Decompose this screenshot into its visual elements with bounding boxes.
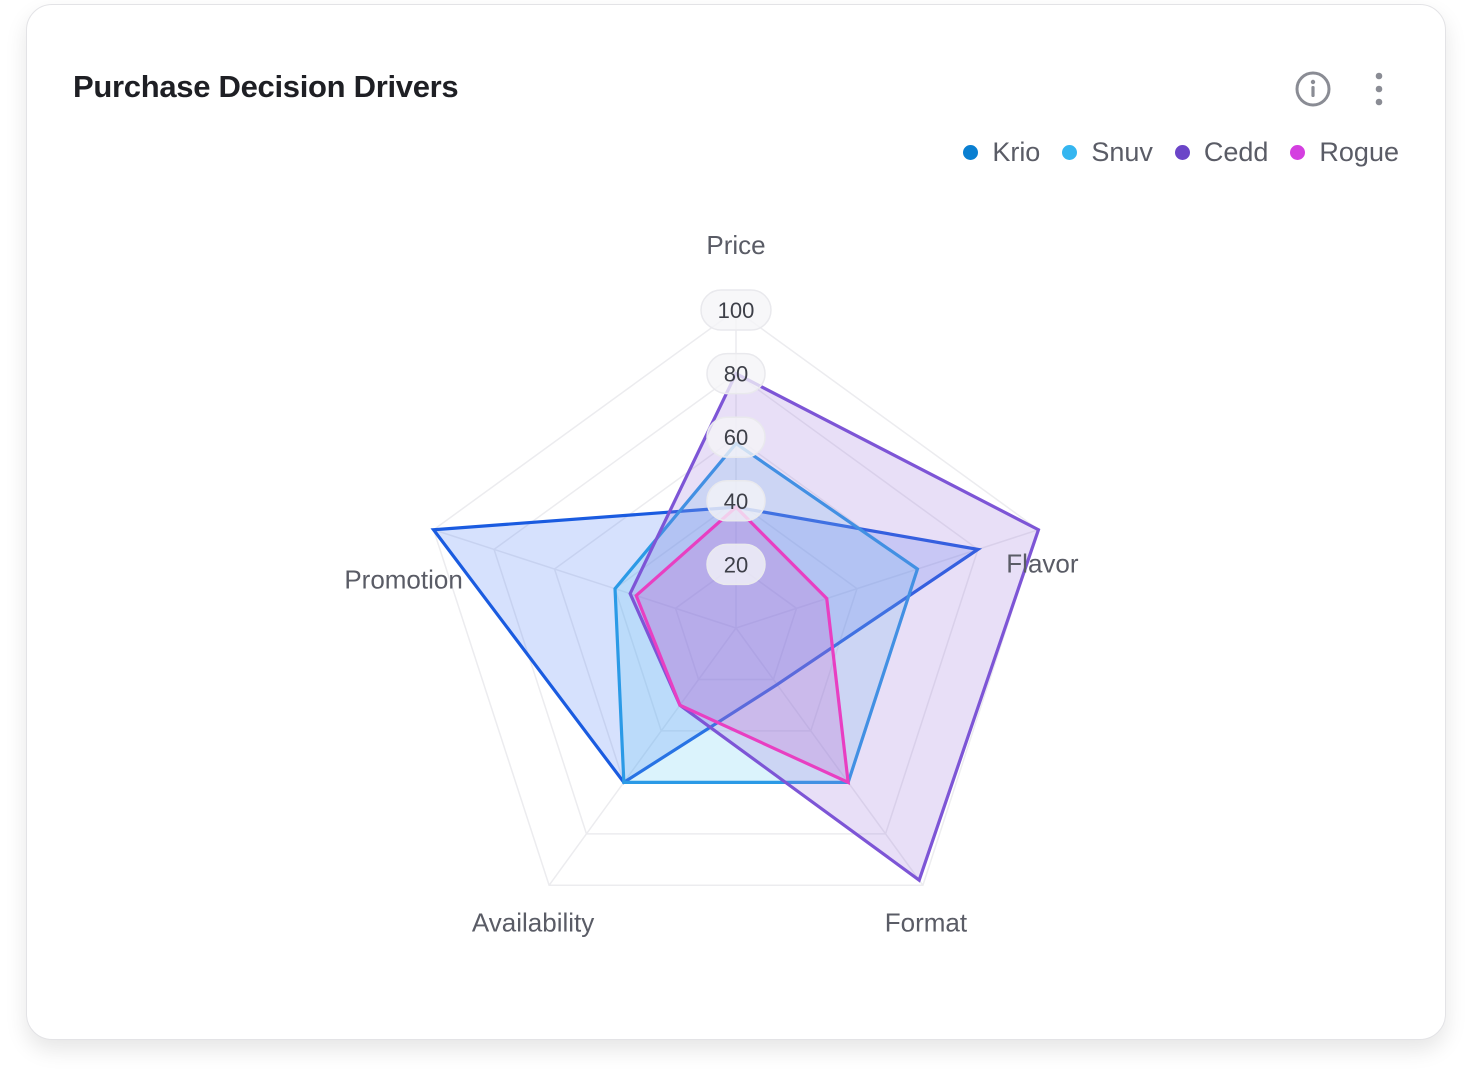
- more-vertical-icon[interactable]: [1359, 69, 1399, 109]
- series-krio[interactable]: [430, 505, 983, 785]
- series-rogue[interactable]: [634, 504, 851, 786]
- svg-text:40: 40: [724, 489, 748, 514]
- legend-label-cedd: Cedd: [1203, 137, 1269, 167]
- radar-series: [430, 371, 1041, 883]
- grid-ring-20: [674, 563, 798, 681]
- legend-item-krio[interactable]: Krio: [963, 137, 1040, 168]
- tick-label-40: 40: [706, 480, 766, 522]
- legend-dot-snuv: [1062, 145, 1078, 160]
- tick-label-60: 60: [706, 416, 766, 458]
- axis-label-price: Price: [706, 230, 765, 260]
- legend-dot-rogue: [1290, 145, 1306, 160]
- tick-label-100: 100: [700, 289, 772, 331]
- card-title: Purchase Decision Drivers: [73, 69, 459, 104]
- card-actions: [1293, 69, 1399, 109]
- chart-legend: Krio Snuv Cedd Rogue: [963, 137, 1399, 168]
- tick-label-20: 20: [706, 543, 766, 586]
- grid-ring-80: [493, 372, 979, 835]
- legend-item-snuv[interactable]: Snuv: [1062, 137, 1153, 168]
- legend-label-krio: Krio: [992, 137, 1041, 167]
- axis-label-promotion: Promotion: [344, 565, 463, 595]
- grid-spoke-promotion: [433, 529, 737, 629]
- series-snuv[interactable]: [613, 441, 920, 784]
- info-icon[interactable]: [1293, 69, 1333, 109]
- axis-label-flavor: Flavor: [1006, 549, 1079, 579]
- svg-text:100: 100: [718, 298, 755, 323]
- tick-label-80: 80: [706, 352, 766, 395]
- grid-spoke-format: [735, 627, 924, 886]
- legend-dot-cedd: [1174, 145, 1190, 160]
- svg-text:80: 80: [724, 362, 748, 387]
- legend-label-snuv: Snuv: [1091, 137, 1153, 167]
- grid-ring-100: [432, 309, 1040, 887]
- svg-text:20: 20: [724, 552, 748, 577]
- legend-item-rogue[interactable]: Rogue: [1290, 137, 1399, 168]
- axis-label-format: Format: [885, 907, 968, 937]
- legend-label-rogue: Rogue: [1319, 137, 1399, 167]
- legend-item-cedd[interactable]: Cedd: [1174, 137, 1269, 168]
- radar-tick-labels: 20 40 60 80 100: [700, 289, 772, 586]
- grid-spoke-flavor: [735, 529, 1039, 629]
- grid-spoke-availability: [548, 627, 737, 886]
- legend-dot-krio: [963, 145, 979, 160]
- axis-label-availability: Availability: [472, 907, 594, 937]
- svg-text:60: 60: [724, 425, 748, 450]
- radar-axis-labels: Price Flavor Format Availability Promotion: [344, 230, 1079, 937]
